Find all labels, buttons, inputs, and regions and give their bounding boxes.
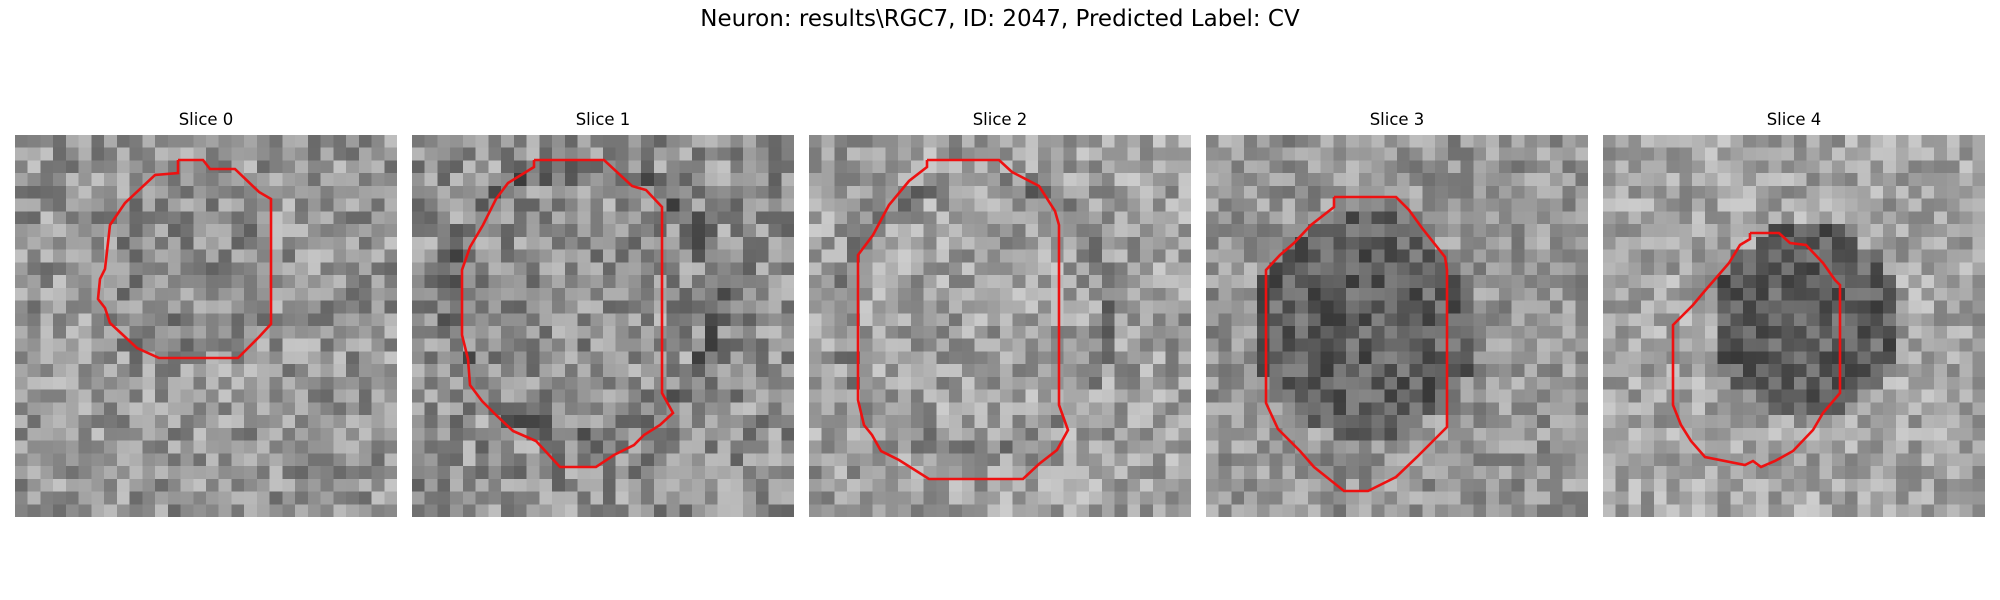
slice-4-panel bbox=[1603, 135, 1985, 517]
panel-title-slice-2: Slice 2 bbox=[972, 110, 1028, 129]
panel-title-slice-3: Slice 3 bbox=[1369, 110, 1425, 129]
panel-title-slice-4: Slice 4 bbox=[1766, 110, 1822, 129]
slice-1-image bbox=[412, 135, 794, 517]
slice-4-contour bbox=[1671, 231, 1842, 469]
slice-3-contour bbox=[1264, 195, 1449, 493]
slice-2-image bbox=[809, 135, 1191, 517]
panel-title-slice-1: Slice 1 bbox=[575, 110, 631, 129]
slice-3-image bbox=[1206, 135, 1588, 517]
slice-0-panel bbox=[15, 135, 397, 517]
slice-0-contour bbox=[96, 158, 273, 360]
slice-4-image bbox=[1603, 135, 1985, 517]
slice-3-panel bbox=[1206, 135, 1588, 517]
panel-title-slice-0: Slice 0 bbox=[178, 110, 234, 129]
slice-2-panel bbox=[809, 135, 1191, 517]
slice-0-image bbox=[15, 135, 397, 517]
slice-2-contour bbox=[856, 158, 1070, 481]
slice-1-contour bbox=[460, 158, 675, 469]
slice-1-panel bbox=[412, 135, 794, 517]
figure-title: Neuron: results\RGC7, ID: 2047, Predicte… bbox=[700, 6, 1300, 32]
